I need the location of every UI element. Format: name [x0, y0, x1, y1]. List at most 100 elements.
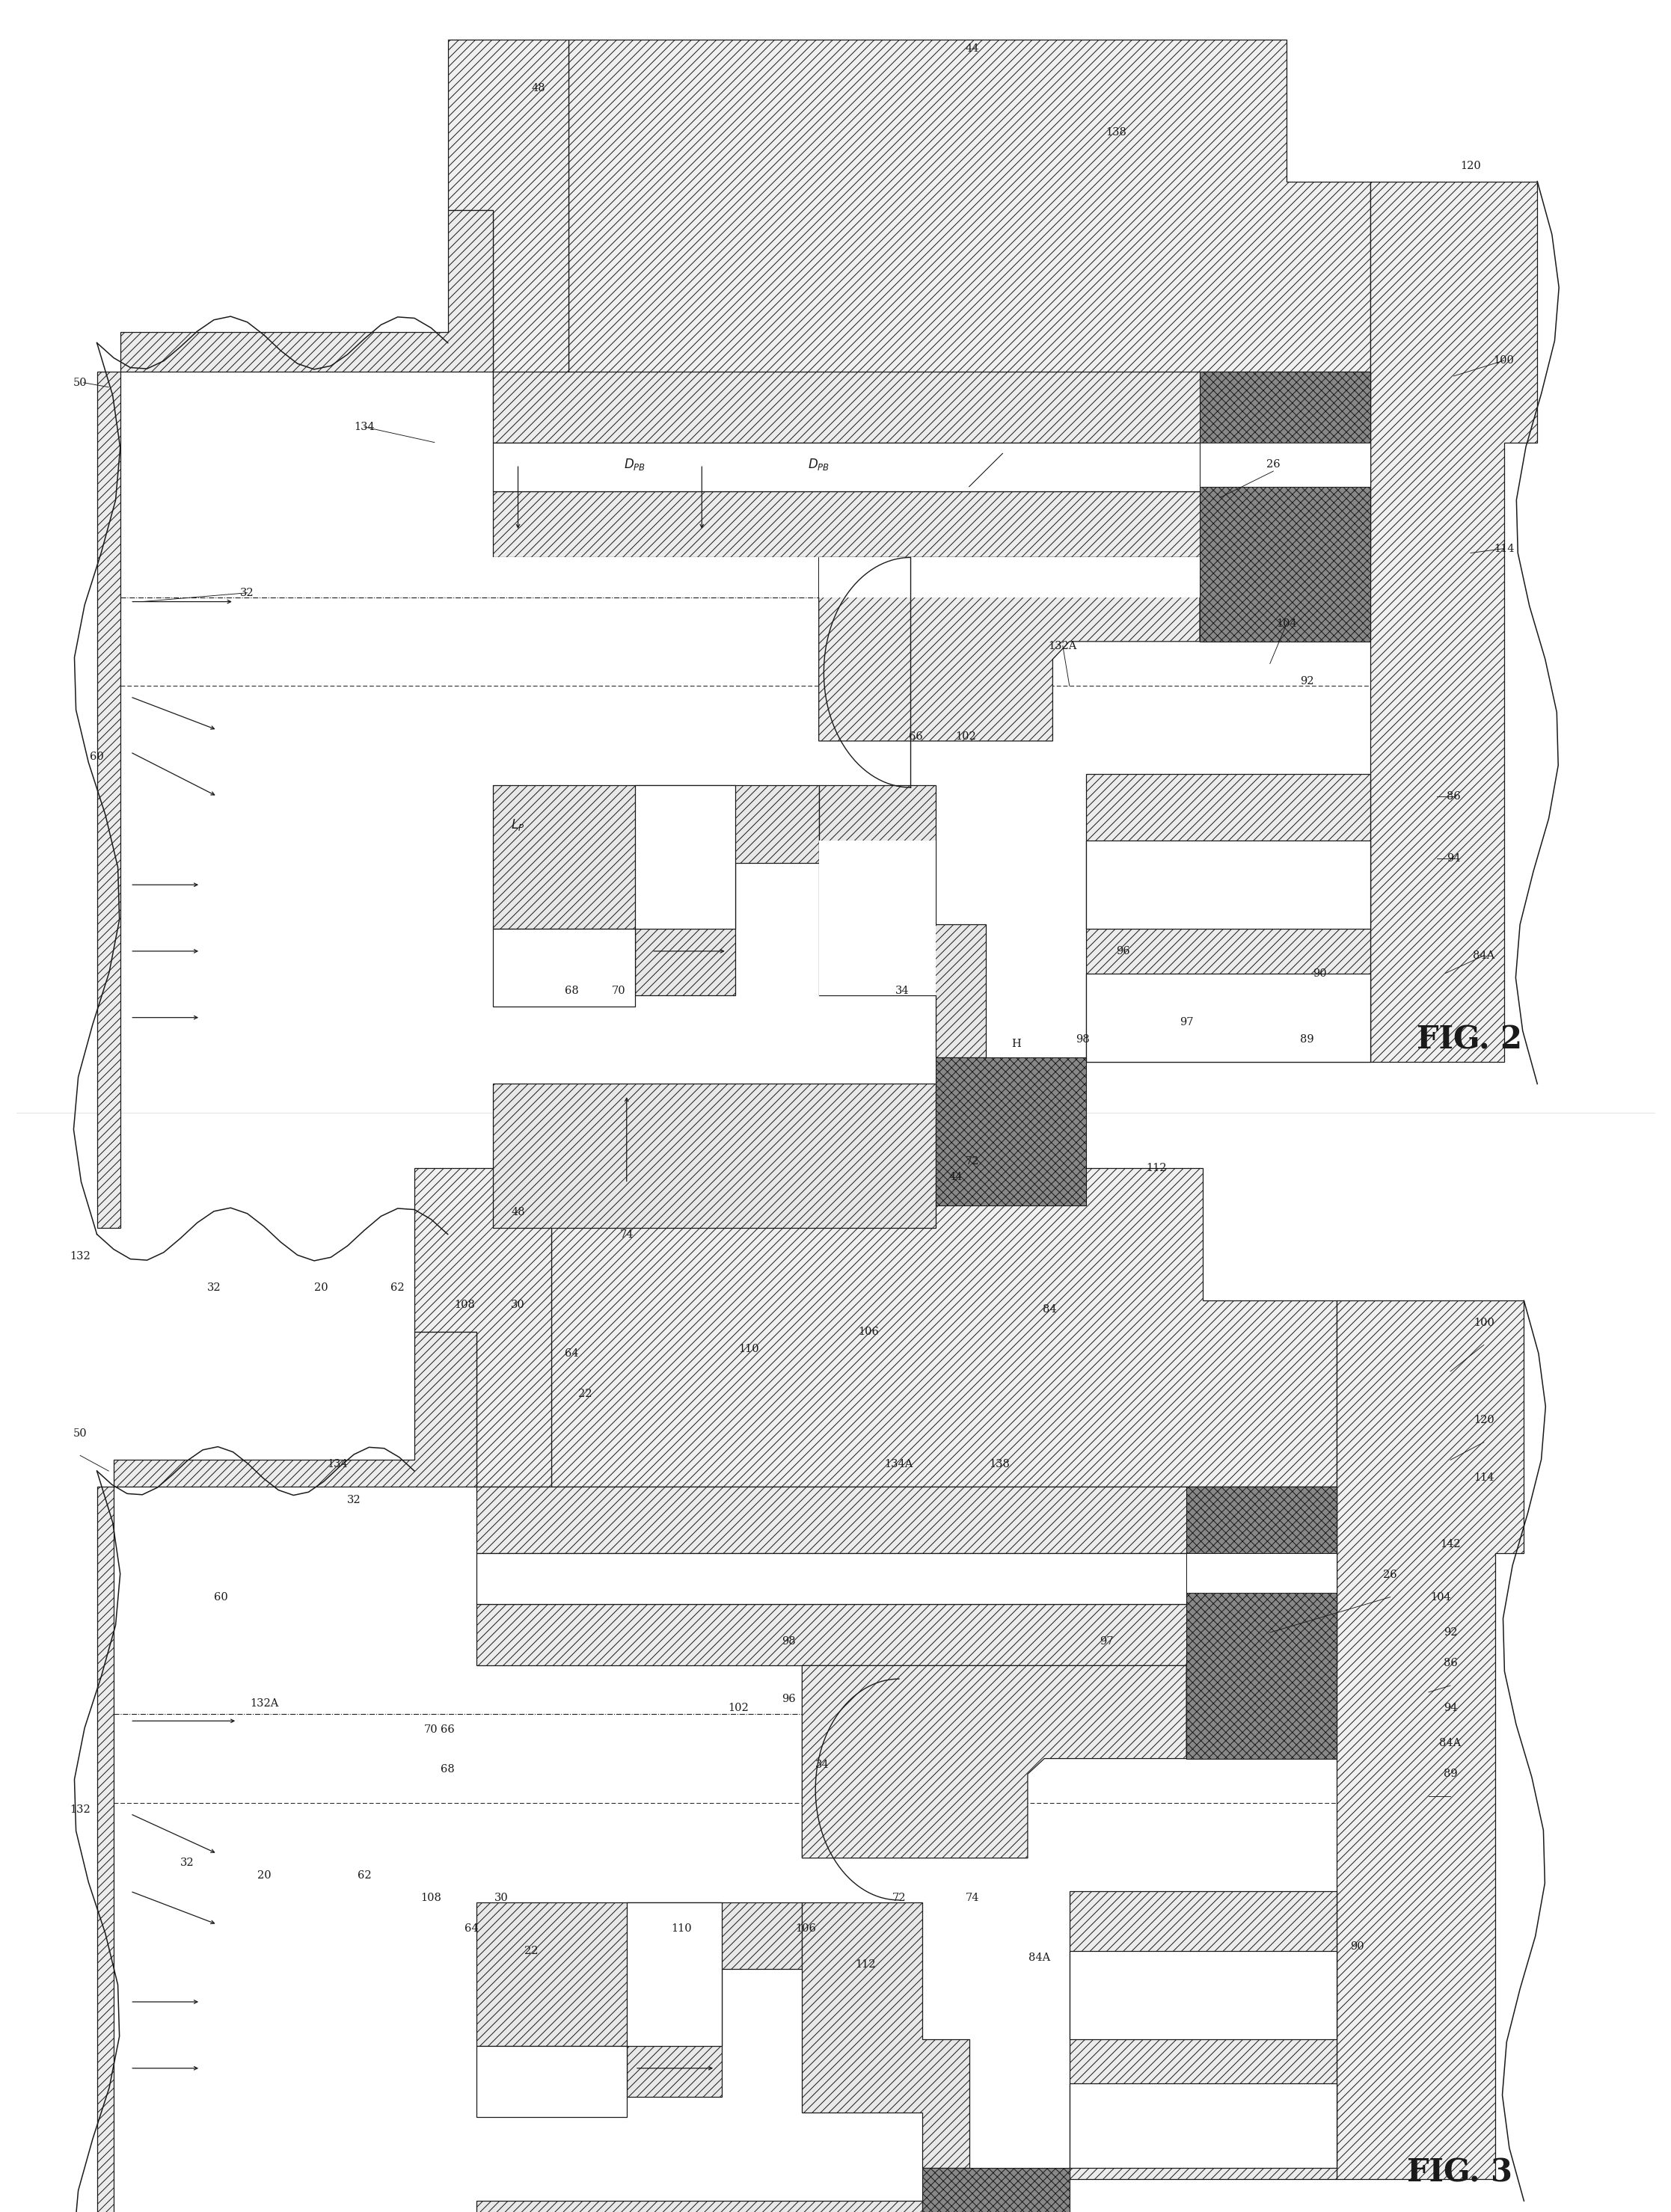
Text: 108: 108 [421, 1893, 441, 1902]
Text: 110: 110 [739, 1345, 759, 1354]
Text: 100: 100 [1494, 356, 1514, 365]
Polygon shape [1069, 1951, 1337, 2039]
Text: 89: 89 [1444, 1770, 1457, 1778]
Text: 90: 90 [1350, 1942, 1364, 1951]
Polygon shape [493, 372, 1370, 442]
Text: $D_{PB}$: $D_{PB}$ [807, 458, 830, 471]
Polygon shape [1069, 2084, 1337, 2168]
Text: 26: 26 [1267, 460, 1280, 469]
Text: 70: 70 [612, 987, 625, 995]
Text: 132: 132 [70, 1252, 90, 1261]
Text: 64: 64 [565, 1349, 578, 1358]
Text: 112: 112 [1146, 1164, 1166, 1172]
Text: 132: 132 [70, 1805, 90, 1814]
Text: 66: 66 [909, 732, 922, 741]
Text: 70: 70 [424, 1725, 438, 1734]
Polygon shape [476, 2201, 922, 2212]
Polygon shape [1200, 372, 1370, 641]
Text: 74: 74 [620, 1230, 633, 1239]
Polygon shape [1337, 1301, 1524, 2179]
Text: 134: 134 [328, 1460, 348, 1469]
Text: 102: 102 [956, 732, 976, 741]
Text: 98: 98 [782, 1637, 795, 1646]
Polygon shape [97, 1332, 476, 2212]
Text: 60: 60 [90, 752, 104, 761]
Polygon shape [1200, 442, 1370, 487]
Text: 112: 112 [856, 1960, 876, 1969]
Polygon shape [448, 40, 568, 409]
Polygon shape [1186, 1553, 1337, 1593]
Polygon shape [1086, 774, 1370, 1062]
Text: 96: 96 [1116, 947, 1130, 956]
Text: 96: 96 [782, 1694, 795, 1703]
Text: 92: 92 [1300, 677, 1313, 686]
Text: 48: 48 [531, 84, 545, 93]
Polygon shape [493, 785, 819, 995]
Text: 97: 97 [1100, 1637, 1113, 1646]
Text: $D_{PB}$: $D_{PB}$ [623, 458, 647, 471]
Text: 106: 106 [795, 1924, 815, 1933]
Polygon shape [1069, 1891, 1337, 2179]
Text: 90: 90 [1313, 969, 1327, 978]
Text: 86: 86 [1447, 792, 1460, 801]
Text: 50: 50 [74, 1429, 87, 1438]
Text: 106: 106 [859, 1327, 879, 1336]
Text: 22: 22 [578, 1389, 592, 1398]
Text: 32: 32 [241, 588, 254, 597]
Text: 142: 142 [1440, 1540, 1460, 1548]
Polygon shape [551, 1168, 1337, 1486]
Polygon shape [627, 1902, 722, 2046]
Polygon shape [476, 1902, 802, 2097]
Polygon shape [819, 557, 1200, 741]
Text: 60: 60 [214, 1593, 227, 1601]
Polygon shape [1370, 181, 1537, 1062]
Text: 102: 102 [729, 1703, 749, 1712]
Text: 132A: 132A [249, 1699, 279, 1708]
Text: FIG. 2: FIG. 2 [1417, 1024, 1522, 1055]
Text: 20: 20 [314, 1283, 328, 1292]
Text: 32: 32 [180, 1858, 194, 1867]
Text: 84A: 84A [1472, 951, 1496, 960]
Text: 100: 100 [1474, 1318, 1494, 1327]
Text: 30: 30 [495, 1893, 508, 1902]
Polygon shape [476, 1553, 1337, 1604]
Text: 84A: 84A [1028, 1953, 1051, 1962]
Text: 34: 34 [896, 987, 909, 995]
Polygon shape [493, 557, 1195, 597]
Text: 68: 68 [565, 987, 578, 995]
Polygon shape [97, 210, 493, 1228]
Polygon shape [819, 841, 936, 995]
Text: 64: 64 [465, 1924, 478, 1933]
Polygon shape [493, 442, 1370, 491]
Text: 72: 72 [892, 1893, 906, 1902]
Text: 94: 94 [1447, 854, 1460, 863]
Text: 22: 22 [525, 1947, 538, 1955]
Text: FIG. 3: FIG. 3 [1407, 2157, 1512, 2188]
Text: 32: 32 [207, 1283, 221, 1292]
Polygon shape [1186, 1486, 1337, 1759]
Text: 84: 84 [1043, 1305, 1056, 1314]
Text: 20: 20 [257, 1871, 271, 1880]
Polygon shape [493, 491, 1370, 557]
Text: 98: 98 [1076, 1035, 1089, 1044]
Polygon shape [802, 1902, 969, 2168]
Text: 72: 72 [966, 1157, 979, 1166]
Text: 34: 34 [815, 1761, 829, 1770]
Text: 108: 108 [455, 1301, 475, 1310]
Text: 26: 26 [1384, 1571, 1397, 1579]
Text: 97: 97 [1180, 1018, 1193, 1026]
Polygon shape [493, 929, 635, 1006]
Polygon shape [1086, 841, 1370, 929]
Text: 68: 68 [441, 1765, 455, 1774]
Text: 84A: 84A [1439, 1739, 1462, 1747]
Text: 134A: 134A [884, 1460, 914, 1469]
Text: 44: 44 [949, 1172, 962, 1181]
Text: H: H [1011, 1040, 1021, 1048]
Polygon shape [1086, 973, 1370, 1062]
Text: 94: 94 [1444, 1703, 1457, 1712]
Text: 62: 62 [391, 1283, 404, 1292]
Polygon shape [493, 1084, 936, 1228]
Polygon shape [476, 1486, 1337, 1553]
Polygon shape [922, 2168, 1069, 2212]
Text: 110: 110 [672, 1924, 692, 1933]
